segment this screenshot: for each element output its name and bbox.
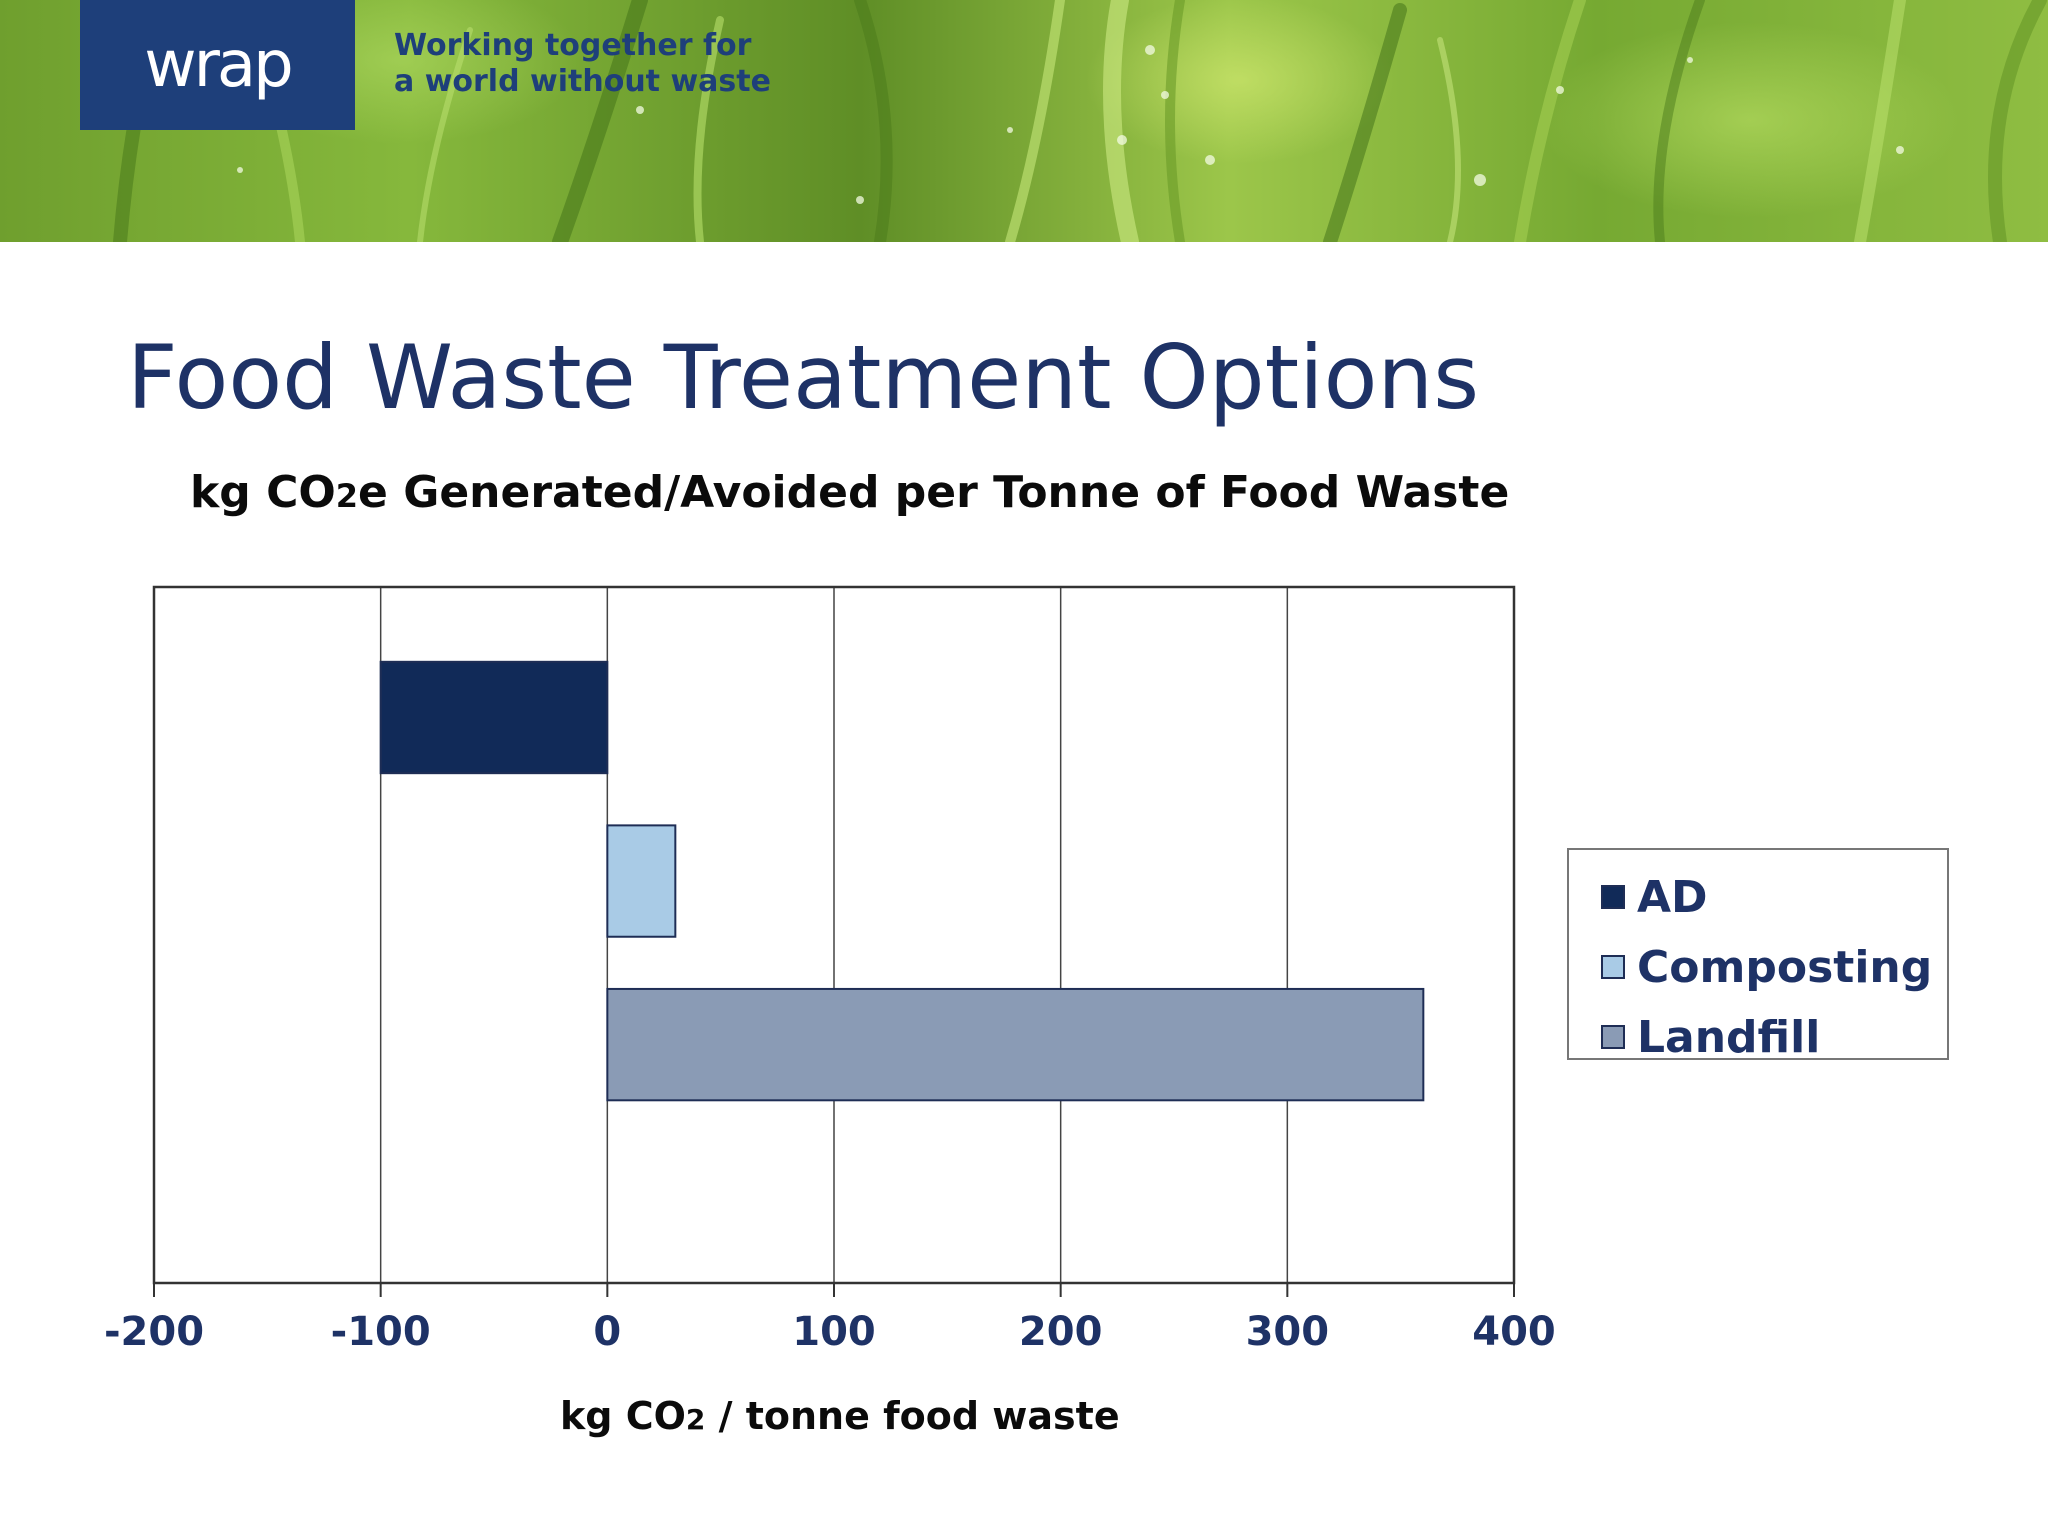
x-axis-label-subscript: 2	[685, 1403, 706, 1436]
chart-title-part-1: kg CO	[190, 467, 336, 518]
legend-label: Landfill	[1637, 1011, 1821, 1063]
legend-item-composting: Composting	[1569, 932, 1947, 1002]
wrap-logo[interactable]: wrap	[80, 0, 355, 130]
x-axis-label-part-1: kg CO	[560, 1394, 686, 1438]
logo-text: wrap	[144, 28, 293, 102]
chart-title-part-2: e Generated/Avoided per Tonne of Food Wa…	[358, 467, 1510, 518]
x-tick-label: 0	[593, 1309, 621, 1355]
x-tick-label: 100	[792, 1309, 876, 1355]
bar-ad	[379, 660, 609, 775]
x-tick-label: -100	[331, 1309, 431, 1355]
bar-composting	[606, 824, 677, 938]
legend-item-landfill: Landfill	[1569, 1002, 1947, 1072]
x-axis-label-part-2: / tonne food waste	[705, 1394, 1120, 1438]
x-tick-label: -200	[104, 1309, 204, 1355]
legend-swatch	[1601, 955, 1625, 979]
legend-swatch	[1601, 885, 1625, 909]
legend-label: AD	[1637, 871, 1708, 923]
chart-title: kg CO2e Generated/Avoided per Tonne of F…	[190, 465, 1509, 524]
x-tick-label: 200	[1019, 1309, 1103, 1355]
chart-legend: AD Composting Landfill	[1567, 848, 1949, 1063]
grass-background-image	[113, 0, 2047, 242]
legend-item-ad: AD	[1569, 862, 1947, 932]
x-tick-label: 400	[1472, 1309, 1556, 1355]
x-tick-label: 300	[1246, 1309, 1330, 1355]
tagline: Working together for a world without was…	[394, 28, 774, 100]
x-axis-label: kg CO2 / tonne food waste	[560, 1388, 1120, 1448]
page-title: Food Waste Treatment Options	[127, 326, 1480, 429]
tagline-line-1: Working together for	[394, 28, 752, 63]
chart-title-subscript: 2	[335, 477, 359, 515]
tagline-line-2: a world without waste	[394, 64, 771, 99]
header-banner: wrap Working together for a world withou…	[0, 0, 2048, 242]
legend-label: Composting	[1637, 941, 1933, 993]
bar-landfill	[606, 987, 1425, 1102]
legend-swatch	[1601, 1025, 1625, 1049]
